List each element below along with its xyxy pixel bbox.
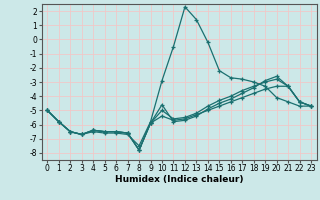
X-axis label: Humidex (Indice chaleur): Humidex (Indice chaleur): [115, 175, 244, 184]
